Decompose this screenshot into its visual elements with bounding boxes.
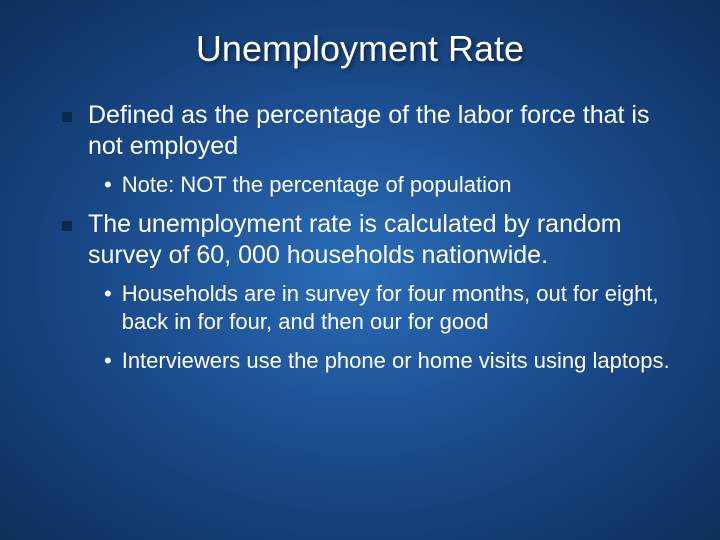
square-bullet-icon: [62, 112, 72, 122]
square-bullet-icon: [62, 221, 72, 231]
dot-bullet-icon: •: [104, 347, 112, 376]
bullet-text: Interviewers use the phone or home visit…: [122, 347, 670, 376]
bullet-level2: • Households are in survey for four mont…: [104, 280, 670, 337]
bullet-text: Households are in survey for four months…: [122, 280, 670, 337]
bullet-level2: • Interviewers use the phone or home vis…: [104, 347, 670, 376]
slide-title: Unemployment Rate: [50, 28, 670, 70]
bullet-level1: The unemployment rate is calculated by r…: [62, 209, 670, 272]
bullet-text: Defined as the percentage of the labor f…: [88, 100, 670, 163]
dot-bullet-icon: •: [104, 171, 112, 200]
dot-bullet-icon: •: [104, 280, 112, 309]
bullet-level1: Defined as the percentage of the labor f…: [62, 100, 670, 163]
bullet-text: Note: NOT the percentage of population: [122, 171, 512, 200]
bullet-text: The unemployment rate is calculated by r…: [88, 209, 670, 272]
slide-content: Defined as the percentage of the labor f…: [50, 100, 670, 375]
bullet-level2: • Note: NOT the percentage of population: [104, 171, 670, 200]
slide-container: Unemployment Rate Defined as the percent…: [0, 0, 720, 540]
